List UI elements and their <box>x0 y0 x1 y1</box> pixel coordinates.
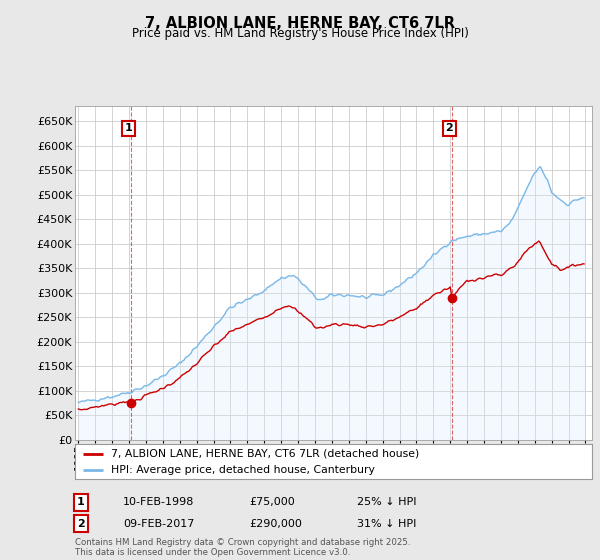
Text: 1: 1 <box>77 497 85 507</box>
Text: £75,000: £75,000 <box>249 497 295 507</box>
Text: 2: 2 <box>77 519 85 529</box>
Text: 09-FEB-2017: 09-FEB-2017 <box>123 519 194 529</box>
Text: Price paid vs. HM Land Registry's House Price Index (HPI): Price paid vs. HM Land Registry's House … <box>131 27 469 40</box>
Text: 31% ↓ HPI: 31% ↓ HPI <box>357 519 416 529</box>
Text: 25% ↓ HPI: 25% ↓ HPI <box>357 497 416 507</box>
Text: 7, ALBION LANE, HERNE BAY, CT6 7LR (detached house): 7, ALBION LANE, HERNE BAY, CT6 7LR (deta… <box>111 449 419 459</box>
Text: HPI: Average price, detached house, Canterbury: HPI: Average price, detached house, Cant… <box>111 465 375 475</box>
Text: Contains HM Land Registry data © Crown copyright and database right 2025.
This d: Contains HM Land Registry data © Crown c… <box>75 538 410 557</box>
Text: 1: 1 <box>124 123 132 133</box>
Text: 2: 2 <box>446 123 453 133</box>
Text: £290,000: £290,000 <box>249 519 302 529</box>
Text: 7, ALBION LANE, HERNE BAY, CT6 7LR: 7, ALBION LANE, HERNE BAY, CT6 7LR <box>145 16 455 31</box>
Text: 10-FEB-1998: 10-FEB-1998 <box>123 497 194 507</box>
